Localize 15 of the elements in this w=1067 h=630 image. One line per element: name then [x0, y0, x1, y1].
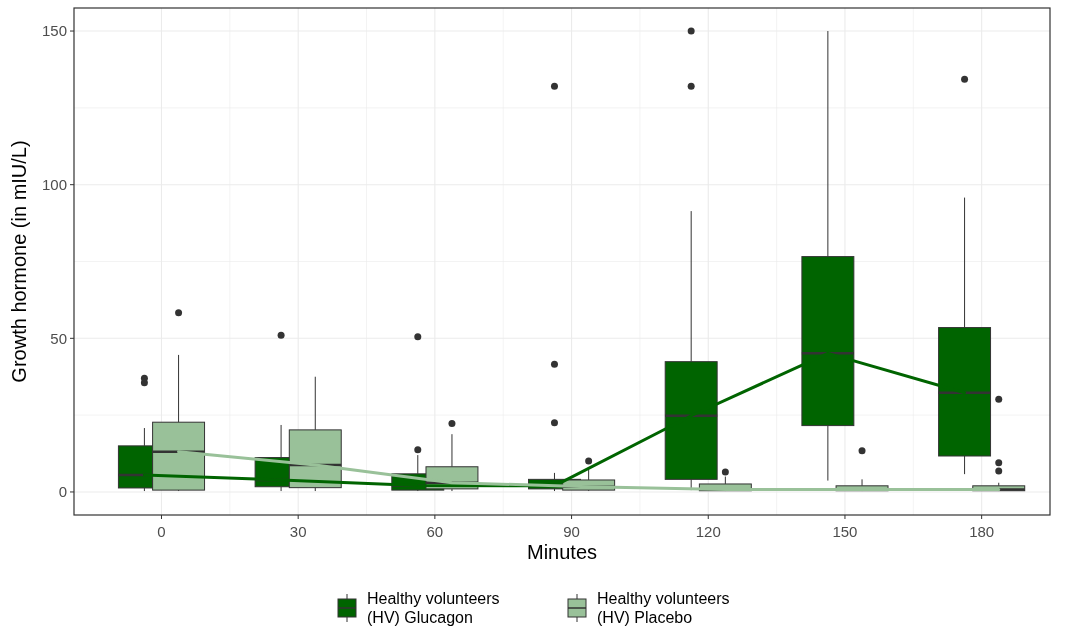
y-tick-label: 150: [41, 22, 67, 40]
y-tick-label: 100: [41, 175, 67, 193]
x-axis-title: Minutes: [526, 541, 598, 563]
y-tick-label: 0: [58, 483, 67, 501]
x-tick-label: 90: [563, 523, 580, 540]
x-tick-label: 0: [157, 523, 166, 540]
x-tick-label: 180: [969, 523, 995, 540]
x-tick-label: 60: [426, 523, 444, 540]
y-tick-label: 50: [50, 329, 67, 347]
y-axis-title: Growth hormone (in mIU/L): [8, 140, 30, 383]
legend-label: Healthy volunteers (HV) Glucagon: [367, 590, 500, 627]
x-tick-label: 150: [832, 523, 858, 540]
legend-label: Healthy volunteers (HV) Placebo: [597, 590, 730, 627]
x-tick-label: 120: [695, 523, 721, 540]
x-tick-label: 30: [289, 523, 307, 540]
